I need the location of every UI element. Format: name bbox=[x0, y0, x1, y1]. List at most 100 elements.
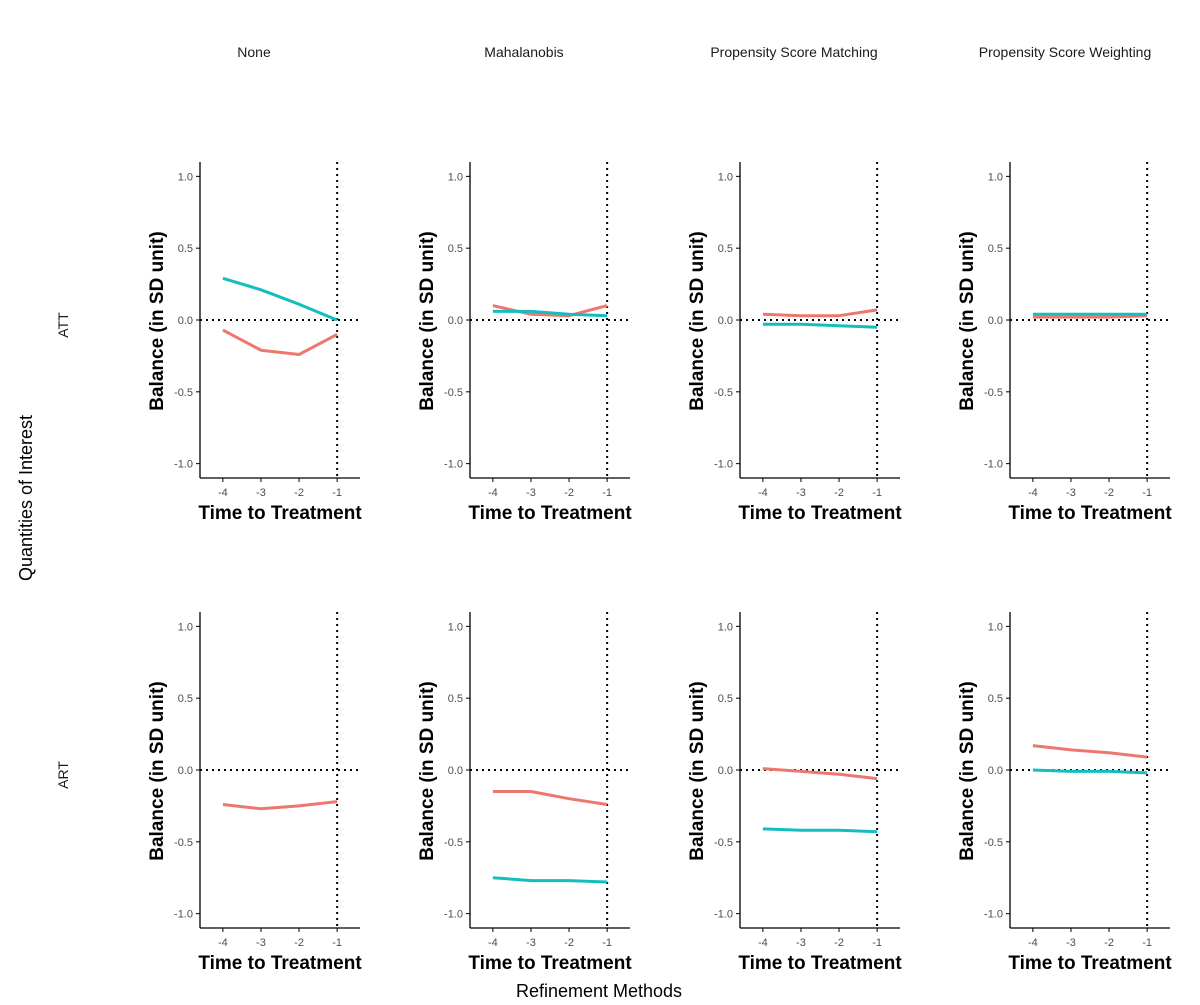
series-2-line bbox=[1032, 768, 1148, 775]
y-tick-label: 0.0 bbox=[988, 315, 1003, 327]
y-tick-label: 1.0 bbox=[178, 171, 193, 183]
y-tick-label: 1.0 bbox=[718, 621, 733, 633]
y-tick-label: 1.0 bbox=[178, 621, 193, 633]
y-axis-title: Balance (in SD unit) bbox=[687, 231, 708, 410]
y-tick-label: -1.0 bbox=[984, 459, 1003, 471]
x-axis-title: Time to Treatment bbox=[198, 503, 362, 524]
y-tick-label: -0.5 bbox=[984, 837, 1003, 849]
y-tick-label: 0.5 bbox=[718, 693, 733, 705]
y-tick-label: 0.0 bbox=[718, 765, 733, 777]
x-tick-label: -1 bbox=[1142, 487, 1152, 499]
x-tick-label: -3 bbox=[256, 937, 266, 949]
x-tick-label: -4 bbox=[218, 937, 228, 949]
series-1-line bbox=[762, 308, 878, 318]
row-strip-label: ART bbox=[55, 761, 71, 789]
y-tick-label: -0.5 bbox=[444, 837, 463, 849]
x-tick-label: -4 bbox=[488, 937, 498, 949]
x-tick-label: -2 bbox=[564, 487, 574, 499]
x-tick-label: -1 bbox=[872, 937, 882, 949]
y-axis-title: Balance (in SD unit) bbox=[417, 681, 438, 860]
series-1-line bbox=[492, 790, 608, 806]
y-tick-label: 0.5 bbox=[988, 693, 1003, 705]
x-tick-label: -4 bbox=[758, 937, 768, 949]
x-tick-label: -3 bbox=[1066, 937, 1076, 949]
x-tick-label: -1 bbox=[1142, 937, 1152, 949]
column-axis-title: Refinement Methods bbox=[516, 981, 682, 1000]
y-tick-label: 0.0 bbox=[718, 315, 733, 327]
y-axis-title: Balance (in SD unit) bbox=[147, 681, 168, 860]
y-tick-label: -0.5 bbox=[174, 387, 193, 399]
y-tick-label: 1.0 bbox=[718, 171, 733, 183]
x-tick-label: -2 bbox=[564, 937, 574, 949]
y-tick-label: 0.5 bbox=[718, 243, 733, 255]
series-1-line bbox=[1032, 744, 1148, 759]
x-tick-label: -1 bbox=[602, 937, 612, 949]
column-strip-label: Mahalanobis bbox=[484, 44, 563, 60]
y-tick-label: -1.0 bbox=[444, 459, 463, 471]
y-tick-label: 1.0 bbox=[448, 171, 463, 183]
y-tick-label: -1.0 bbox=[714, 459, 733, 471]
y-axis-title: Balance (in SD unit) bbox=[147, 231, 168, 410]
y-axis-title: Balance (in SD unit) bbox=[417, 231, 438, 410]
x-tick-label: -3 bbox=[526, 937, 536, 949]
column-strip-label: Propensity Score Weighting bbox=[979, 44, 1152, 60]
x-tick-label: -1 bbox=[332, 487, 342, 499]
y-tick-label: 1.0 bbox=[988, 621, 1003, 633]
y-axis-title: Balance (in SD unit) bbox=[957, 231, 978, 410]
x-axis-title: Time to Treatment bbox=[198, 953, 362, 974]
y-tick-label: -1.0 bbox=[444, 909, 463, 921]
y-tick-label: -1.0 bbox=[174, 459, 193, 471]
x-tick-label: -3 bbox=[796, 487, 806, 499]
row-strip-label: ATT bbox=[55, 312, 71, 338]
y-tick-label: 0.0 bbox=[448, 315, 463, 327]
series-2-line bbox=[762, 827, 878, 834]
x-tick-label: -2 bbox=[294, 487, 304, 499]
x-tick-label: -1 bbox=[332, 937, 342, 949]
x-axis-title: Time to Treatment bbox=[1008, 953, 1172, 974]
y-tick-label: -0.5 bbox=[714, 837, 733, 849]
y-tick-label: 0.5 bbox=[178, 243, 193, 255]
x-tick-label: -4 bbox=[218, 487, 228, 499]
column-strip-label: Propensity Score Matching bbox=[710, 44, 877, 60]
y-tick-label: -0.5 bbox=[174, 837, 193, 849]
x-tick-label: -4 bbox=[758, 487, 768, 499]
x-tick-label: -3 bbox=[256, 487, 266, 499]
x-tick-label: -3 bbox=[526, 487, 536, 499]
series-1-line bbox=[222, 800, 338, 811]
y-tick-label: -0.5 bbox=[984, 387, 1003, 399]
y-tick-label: 1.0 bbox=[988, 171, 1003, 183]
series-2-line bbox=[222, 276, 338, 322]
x-tick-label: -2 bbox=[834, 937, 844, 949]
x-axis-title: Time to Treatment bbox=[1008, 503, 1172, 524]
row-axis-title: Quantities of Interest bbox=[16, 415, 36, 581]
column-strip-label: None bbox=[237, 44, 271, 60]
y-tick-label: 0.0 bbox=[448, 765, 463, 777]
x-tick-label: -2 bbox=[1104, 487, 1114, 499]
x-tick-label: -4 bbox=[1028, 487, 1038, 499]
x-axis-title: Time to Treatment bbox=[738, 503, 902, 524]
series-2-line bbox=[762, 322, 878, 329]
y-tick-label: -0.5 bbox=[714, 387, 733, 399]
series-1-line bbox=[1032, 314, 1148, 319]
y-tick-label: 0.0 bbox=[988, 765, 1003, 777]
y-tick-label: 1.0 bbox=[448, 621, 463, 633]
x-tick-label: -3 bbox=[1066, 487, 1076, 499]
x-tick-label: -1 bbox=[872, 487, 882, 499]
x-tick-label: -4 bbox=[1028, 937, 1038, 949]
y-axis-title: Balance (in SD unit) bbox=[957, 681, 978, 860]
series-2-line bbox=[492, 876, 608, 884]
y-tick-label: 0.0 bbox=[178, 765, 193, 777]
x-tick-label: -3 bbox=[796, 937, 806, 949]
y-tick-label: -0.5 bbox=[444, 387, 463, 399]
y-tick-label: 0.5 bbox=[448, 243, 463, 255]
y-tick-label: -1.0 bbox=[714, 909, 733, 921]
y-tick-label: -1.0 bbox=[984, 909, 1003, 921]
y-tick-label: 0.5 bbox=[988, 243, 1003, 255]
y-tick-label: -1.0 bbox=[174, 909, 193, 921]
y-tick-label: 0.5 bbox=[178, 693, 193, 705]
x-tick-label: -2 bbox=[834, 487, 844, 499]
x-tick-label: -2 bbox=[1104, 937, 1114, 949]
series-1-line bbox=[222, 328, 338, 356]
y-tick-label: 0.5 bbox=[448, 693, 463, 705]
